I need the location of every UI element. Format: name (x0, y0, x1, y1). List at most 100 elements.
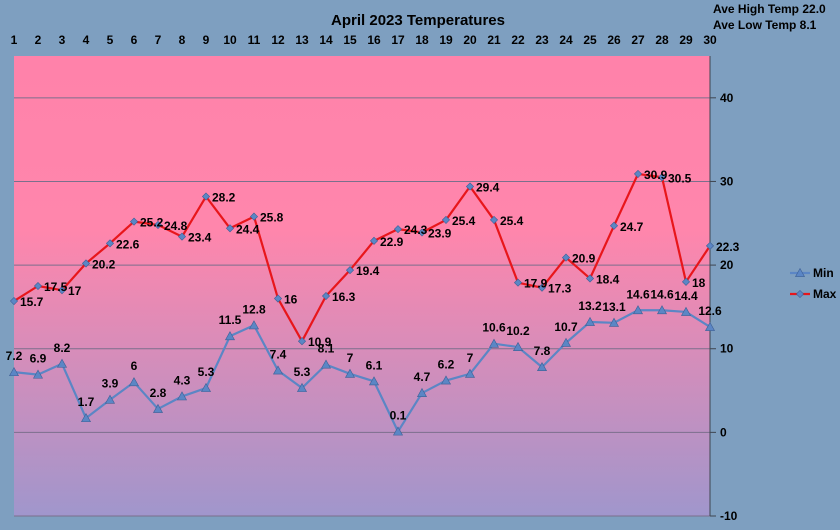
min-data-label: 12.8 (242, 302, 266, 316)
min-data-label: 6.1 (366, 358, 383, 372)
max-point (81, 259, 91, 268)
min-point (296, 382, 308, 392)
min-data-label: 7.8 (534, 344, 551, 358)
max-point (705, 241, 715, 250)
x-tick-label: 13 (295, 33, 309, 47)
max-data-label: 25.8 (260, 211, 284, 225)
min-point (632, 305, 644, 315)
max-point (129, 217, 139, 226)
max-data-label: 29.4 (476, 180, 500, 194)
max-series-line (13, 172, 711, 343)
max-point (489, 215, 499, 224)
x-tick-label: 25 (583, 33, 597, 47)
x-tick-label: 28 (655, 33, 669, 47)
min-data-label: 3.9 (102, 377, 119, 391)
min-data-label: 4.7 (414, 370, 431, 384)
min-data-label: 14.4 (674, 289, 698, 303)
y-tick-label: -10 (720, 509, 738, 523)
max-point (33, 281, 43, 291)
max-point (201, 192, 211, 201)
min-point (584, 316, 596, 326)
plot-area (14, 56, 710, 516)
max-data-label: 23.9 (428, 226, 452, 240)
x-tick-label: 24 (559, 33, 573, 47)
min-point (8, 367, 20, 377)
max-point (585, 274, 595, 283)
max-point (441, 215, 451, 224)
min-point (536, 362, 548, 372)
x-tick-label: 14 (319, 33, 333, 47)
min-point (704, 321, 716, 331)
min-point (344, 368, 356, 378)
max-data-label: 16.3 (332, 290, 356, 304)
max-point (561, 253, 571, 262)
ave-high-temp: Ave High Temp 22.0 (713, 2, 826, 16)
max-data-label: 17 (68, 284, 82, 298)
max-data-label: 25.4 (452, 214, 476, 228)
max-data-label: 28.2 (212, 191, 236, 205)
x-tick-label: 26 (607, 33, 621, 47)
max-point (633, 169, 643, 178)
max-data-label: 30.9 (644, 168, 668, 182)
min-data-label: 7.4 (270, 347, 287, 361)
min-data-label: 11.5 (219, 313, 242, 327)
x-tick-label: 27 (631, 33, 645, 47)
max-point (513, 278, 523, 287)
min-data-label: 14.6 (650, 287, 674, 301)
max-data-label: 24.8 (164, 219, 188, 233)
max-point (657, 173, 667, 182)
min-point (80, 413, 92, 423)
min-point (560, 337, 572, 347)
max-point (177, 232, 187, 241)
min-data-label: 6 (131, 359, 138, 373)
min-point (104, 394, 116, 404)
min-point (368, 376, 380, 386)
x-tick-label: 12 (271, 33, 285, 47)
max-point (105, 239, 115, 248)
min-data-label: 7 (467, 351, 474, 365)
max-data-label: 19.4 (356, 264, 380, 278)
y-tick-label: 40 (720, 91, 734, 105)
x-tick-label: 5 (107, 33, 114, 47)
x-tick-label: 23 (535, 33, 549, 47)
min-point (656, 305, 668, 315)
max-data-label: 24.3 (404, 223, 428, 237)
min-data-label: 6.2 (438, 358, 455, 372)
min-data-label: 2.8 (150, 386, 167, 400)
max-data-label: 25.4 (500, 214, 524, 228)
min-point (488, 338, 500, 348)
max-data-label: 23.4 (188, 231, 212, 245)
min-point (320, 359, 332, 369)
x-tick-label: 19 (439, 33, 453, 47)
min-data-label: 13.2 (578, 299, 602, 313)
min-point (512, 341, 524, 351)
max-point (321, 292, 331, 301)
max-point (273, 294, 283, 303)
x-tick-label: 17 (391, 33, 405, 47)
x-tick-label: 1 (11, 33, 18, 47)
min-point (200, 382, 212, 392)
min-data-label: 13.1 (602, 300, 626, 314)
x-tick-label: 15 (343, 33, 357, 47)
y-axis-ticks: -10 0 10 20 30 40 (720, 91, 738, 523)
y-tick-label: 20 (720, 258, 734, 272)
min-data-label: 7.2 (6, 349, 23, 363)
min-data-label: 1.7 (78, 395, 95, 409)
data-labels: 7.2 6.9 8.2 1.7 3.9 6 2.8 4.3 5.3 11.512.8 7.4 5.3 8… (6, 168, 740, 423)
max-data-label: 22.3 (716, 240, 740, 254)
x-tick-label: 8 (179, 33, 186, 47)
max-data-label: 16 (284, 293, 298, 307)
x-tick-label: 20 (463, 33, 477, 47)
max-data-label: 18.4 (596, 272, 620, 286)
x-tick-label: 16 (367, 33, 381, 47)
x-tick-label: 30 (703, 33, 717, 47)
min-data-label: 6.9 (30, 352, 47, 366)
min-point (608, 317, 620, 327)
min-point (392, 426, 404, 436)
x-tick-label: 10 (223, 33, 237, 47)
min-point (248, 320, 260, 330)
x-tick-label: 29 (679, 33, 693, 47)
x-tick-label: 2 (35, 33, 42, 47)
max-data-label: 25.2 (140, 216, 164, 230)
